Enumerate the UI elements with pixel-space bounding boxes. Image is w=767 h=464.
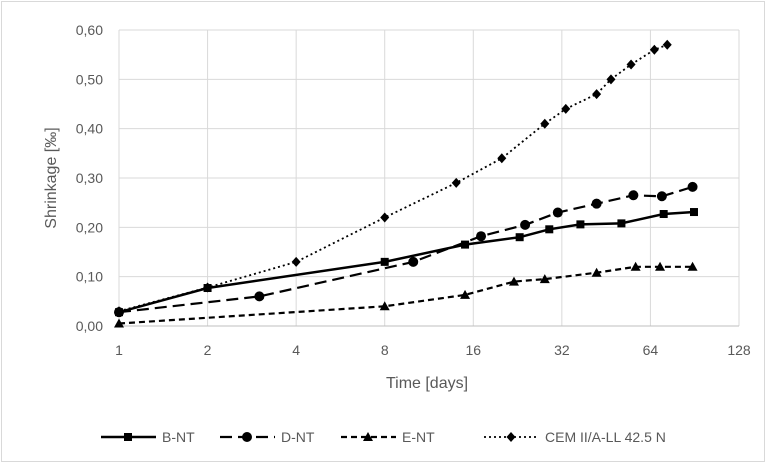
- x-tick-label: 1: [115, 342, 123, 358]
- legend-entry-2: E-NT: [341, 429, 435, 445]
- series-line: [118, 265, 693, 325]
- x-tick-labels: 1 2 4 8 16 32 64 128: [115, 342, 751, 358]
- series-2: [114, 261, 698, 328]
- data-point: [561, 103, 571, 114]
- x-tick-label: 32: [554, 342, 570, 358]
- y-tick-labels: 0,00 0,10 0,20 0,30 0,40 0,50 0,60: [76, 22, 103, 334]
- data-point: [380, 212, 390, 223]
- data-point: [687, 261, 698, 271]
- data-point: [617, 219, 626, 228]
- data-point: [539, 274, 550, 284]
- y-tick-label: 0,20: [76, 219, 103, 235]
- series-1: [114, 181, 698, 318]
- legend: B-NT D-NT E-NT CEM II/A-LL 42.5 N: [101, 429, 666, 445]
- legend-entry-0: B-NT: [101, 429, 195, 445]
- series-layer: [114, 39, 698, 328]
- series-3: [114, 39, 672, 317]
- y-tick-label: 0,60: [76, 22, 103, 38]
- legend-marker: [124, 433, 132, 441]
- data-point: [655, 261, 666, 271]
- x-axis-title: Time [days]: [386, 375, 468, 392]
- data-point: [203, 282, 213, 293]
- y-tick-label: 0,10: [76, 269, 103, 285]
- grid: [118, 29, 740, 327]
- legend-label: D-NT: [281, 429, 315, 445]
- data-point: [380, 257, 389, 266]
- data-point: [379, 301, 390, 311]
- data-point: [628, 190, 639, 201]
- data-point: [626, 59, 636, 70]
- legend-label: E-NT: [402, 429, 435, 445]
- data-point: [114, 318, 124, 328]
- data-point: [545, 225, 554, 234]
- data-point: [649, 44, 659, 55]
- data-point: [630, 261, 641, 271]
- y-tick-label: 0,40: [76, 121, 103, 137]
- x-tick-label: 128: [727, 342, 751, 358]
- data-point: [291, 256, 301, 267]
- y-axis-title: Shrinkage [‰]: [43, 127, 60, 228]
- data-point: [254, 291, 265, 302]
- data-point: [460, 289, 471, 299]
- data-point: [508, 276, 519, 286]
- data-point: [515, 233, 524, 242]
- x-tick-label: 16: [465, 342, 481, 358]
- legend-label: CEM II/A-LL 42.5 N: [545, 429, 666, 445]
- series-line: [118, 210, 695, 314]
- x-tick-label: 8: [381, 342, 389, 358]
- data-point: [591, 267, 602, 277]
- data-point: [408, 256, 419, 267]
- data-point: [659, 210, 668, 219]
- x-tick-label: 4: [292, 342, 300, 358]
- data-point: [592, 89, 602, 100]
- series-line: [118, 185, 693, 314]
- data-point: [656, 191, 667, 202]
- x-tick-label: 2: [204, 342, 212, 358]
- legend-marker: [506, 432, 516, 442]
- data-point: [576, 220, 585, 229]
- data-point: [497, 153, 507, 164]
- data-point: [540, 118, 550, 129]
- data-point: [689, 208, 698, 217]
- legend-marker: [363, 432, 373, 441]
- data-point: [606, 74, 616, 85]
- data-point: [451, 177, 461, 188]
- y-tick-label: 0,00: [76, 318, 103, 334]
- y-tick-label: 0,50: [76, 71, 103, 87]
- data-point: [476, 231, 487, 242]
- data-point: [591, 198, 602, 209]
- legend-label: B-NT: [162, 429, 195, 445]
- legend-marker: [242, 432, 252, 442]
- series-0: [115, 208, 698, 317]
- data-point: [461, 240, 470, 249]
- data-point: [114, 306, 124, 317]
- data-point: [687, 181, 698, 192]
- legend-entry-3: CEM II/A-LL 42.5 N: [484, 429, 666, 445]
- x-tick-label: 64: [643, 342, 659, 358]
- data-point: [662, 39, 672, 50]
- data-point: [552, 207, 563, 218]
- y-tick-label: 0,30: [76, 170, 103, 186]
- data-point: [520, 219, 531, 230]
- legend-entry-1: D-NT: [220, 429, 315, 445]
